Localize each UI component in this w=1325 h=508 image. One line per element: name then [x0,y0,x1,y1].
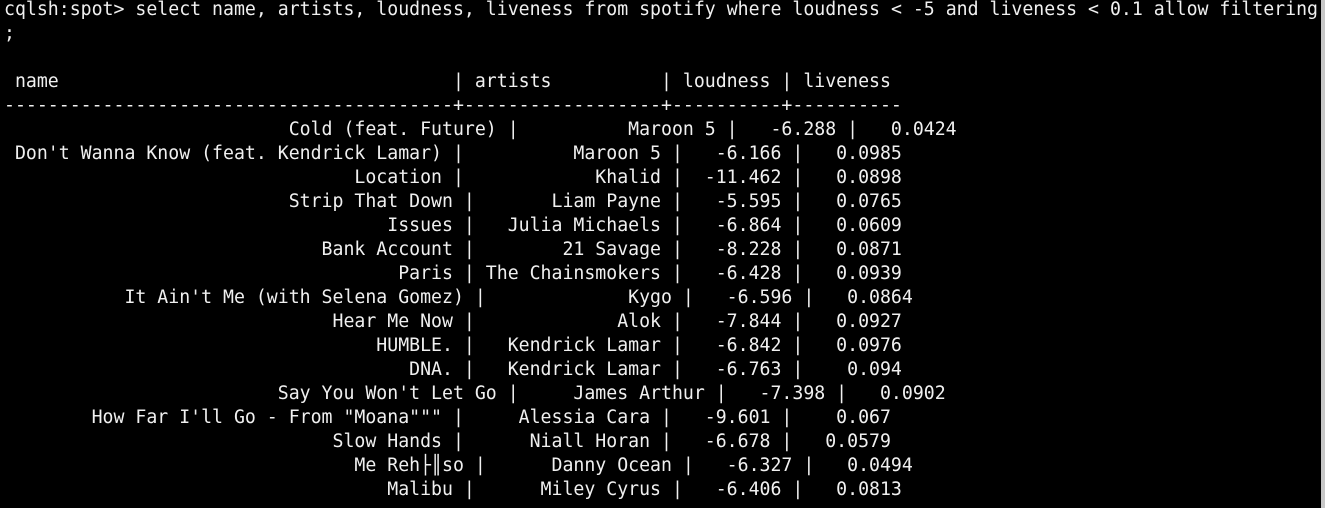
table-row: Issues | Julia Michaels | -6.864 | 0.060… [4,215,902,236]
table-row: Don't Wanna Know (feat. Kendrick Lamar) … [4,143,902,164]
table-row: DNA. | Kendrick Lamar | -6.763 | 0.094 [4,359,902,380]
window-edge [1321,0,1323,508]
table-row: Paris | The Chainsmokers | -6.428 | 0.09… [4,263,902,284]
table-row: Say You Won't Let Go | James Arthur | -7… [4,383,946,404]
prompt: cqlsh:spot> [4,0,136,20]
table-row: Slow Hands | Niall Horan | -6.678 | 0.05… [4,431,891,452]
result-separator: ----------------------------------------… [4,95,902,116]
command-continuation: ; [4,23,15,44]
table-row: It Ain't Me (with Selena Gomez) | Kygo |… [4,287,913,308]
command-text: select name, artists, loudness, liveness… [135,0,1318,20]
table-row: Cold (feat. Future) | Maroon 5 | -6.288 … [4,119,957,140]
table-row: Location | Khalid | -11.462 | 0.0898 [4,167,902,188]
table-row: Bank Account | 21 Savage | -8.228 | 0.08… [4,239,902,260]
table-row: How Far I'll Go - From "Moana""" | Aless… [4,407,891,428]
result-header: name | artists | loudness | liveness [4,71,891,92]
command-line: cqlsh:spot> select name, artists, loudne… [4,0,1318,22]
table-row: Hear Me Now | Alok | -7.844 | 0.0927 [4,311,902,332]
table-row: Me Reh├║so | Danny Ocean | -6.327 | 0.04… [4,455,913,476]
table-row: HUMBLE. | Kendrick Lamar | -6.842 | 0.09… [4,335,902,356]
table-row: Malibu | Miley Cyrus | -6.406 | 0.0813 [4,479,902,500]
table-row: Strip That Down | Liam Payne | -5.595 | … [4,191,902,212]
